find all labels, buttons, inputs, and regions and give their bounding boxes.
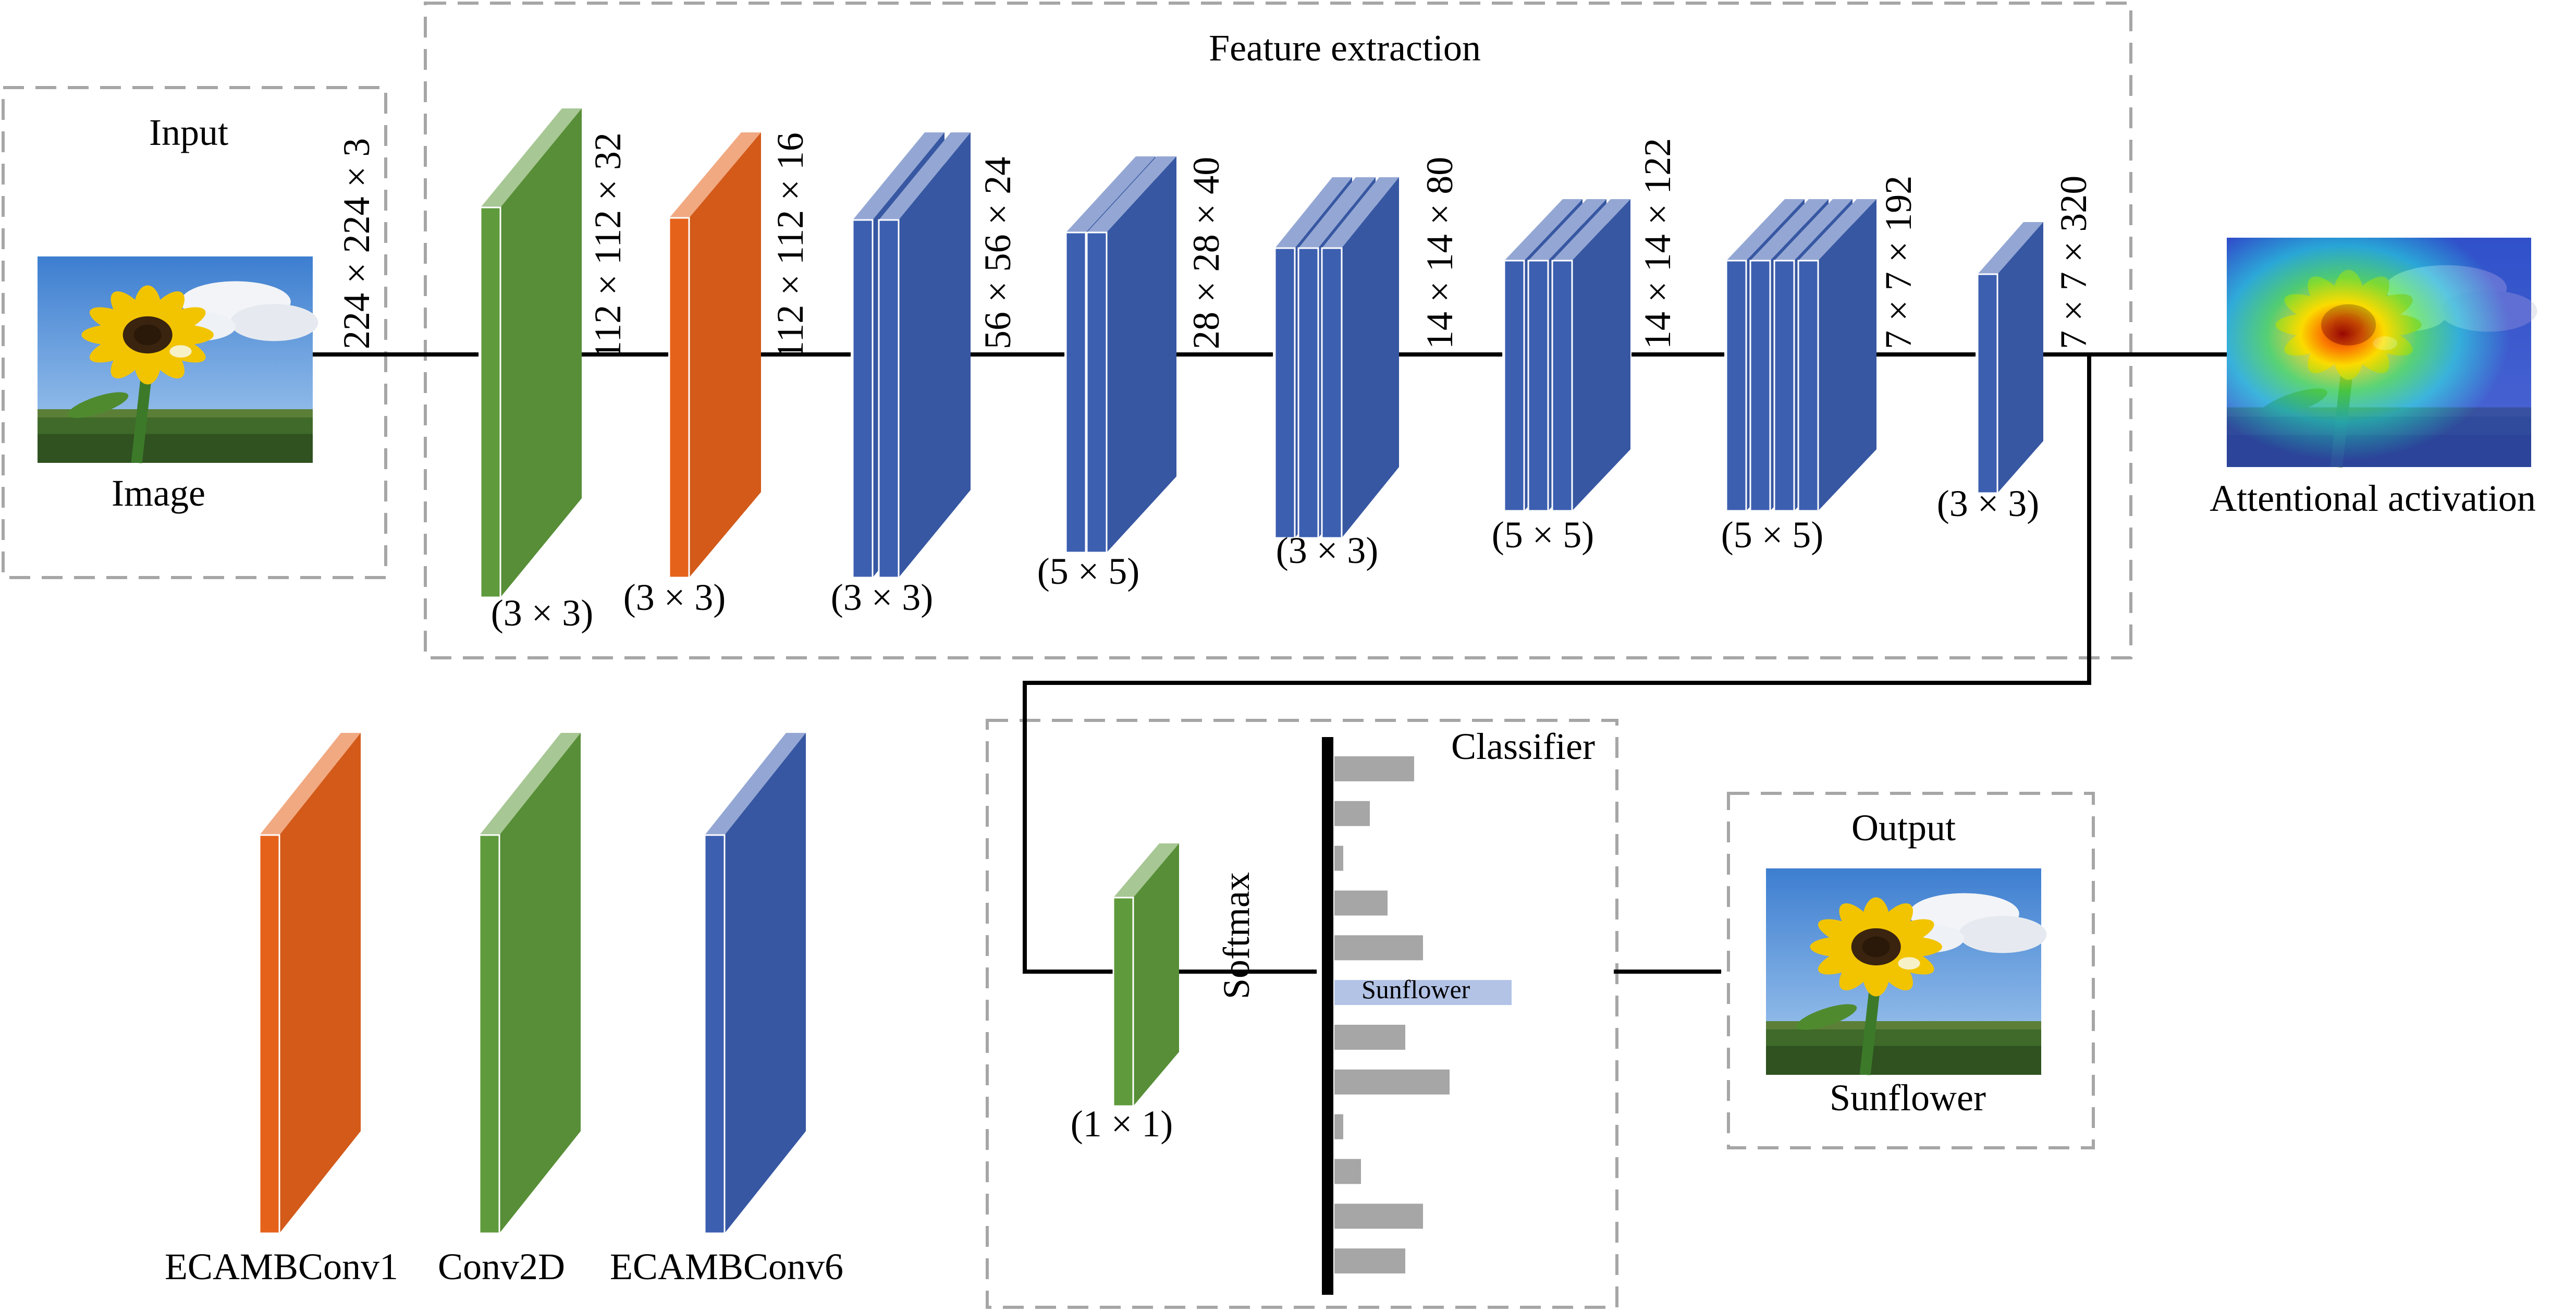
kernel-size-label: (5 × 5)	[1721, 514, 1824, 556]
output-section-title: Output	[1851, 807, 1956, 849]
input-image	[38, 256, 318, 463]
output-class-label: Sunflower	[1830, 1077, 1986, 1119]
attention-heatmap-image	[2227, 238, 2537, 467]
input-section-box	[2, 86, 387, 579]
legend: ECAMBConv1 Conv2D ECAMBConv6	[165, 733, 843, 1288]
input-image-label: Image	[112, 472, 205, 514]
kernel-size-label: (3 × 3)	[1937, 483, 2040, 524]
feature-blocks: (3 × 3) (3 × 3) (3 × 3) (5 × 5) (3 × 3) (5 × …	[336, 108, 2094, 1107]
legend-item-ecambconv6: ECAMBConv6	[610, 733, 843, 1288]
dimension-label: 112 × 112 × 32	[587, 132, 629, 360]
class-score-bar	[1334, 1159, 1361, 1184]
chart-axis	[1322, 737, 1333, 1295]
feature-extraction-box	[424, 2, 2132, 659]
softmax-label: Softmax	[1216, 872, 1257, 999]
highlighted-class-bar	[1334, 980, 1512, 1006]
layer-block-5	[1274, 177, 1399, 539]
kernel-size-label: (3 × 3)	[1276, 530, 1379, 571]
layer-block-3	[852, 132, 971, 579]
legend-label: ECAMBConv6	[610, 1246, 843, 1288]
dimension-label: 7 × 7 × 320	[2053, 176, 2094, 349]
legend-swatch	[479, 733, 581, 1234]
layer-block-7	[1725, 199, 1876, 512]
layer-block-8	[1977, 222, 2043, 494]
input-section-title: Input	[149, 112, 228, 153]
layer-block-1	[480, 108, 582, 598]
class-score-bar	[1334, 756, 1414, 781]
output-image	[1766, 868, 2047, 1075]
feature-extraction-title: Feature extraction	[1209, 27, 1481, 69]
classifier-connector	[1023, 354, 2091, 974]
legend-item-conv2d: Conv2D	[438, 733, 581, 1288]
section-boxes	[2, 2, 2132, 1309]
block-slab	[878, 132, 971, 579]
classifier-section-title: Classifier	[1451, 726, 1595, 767]
layer-block-6	[1503, 199, 1630, 512]
highlighted-class-label: Sunflower	[1361, 975, 1470, 1004]
block-slab	[1321, 177, 1399, 539]
block-slab	[1551, 199, 1630, 512]
class-score-bar	[1334, 935, 1423, 961]
output-box	[1727, 792, 2095, 1149]
legend-label: ECAMBConv1	[165, 1246, 398, 1288]
dimension-label: 14 × 14 × 80	[1419, 157, 1461, 349]
dimension-label: 224 × 224 × 3	[336, 138, 377, 349]
kernel-size-label: (5 × 5)	[1492, 514, 1594, 556]
softmax-bar-chart	[1322, 737, 1512, 1295]
layer-block-2	[668, 132, 761, 579]
class-score-bar	[1334, 890, 1388, 916]
classifier-box	[986, 719, 1618, 1309]
class-score-bar	[1334, 1024, 1405, 1050]
dimension-label: 14 × 14 × 122	[1637, 138, 1678, 349]
block-slab	[480, 108, 582, 598]
block-slab	[1977, 222, 2043, 494]
class-score-bar	[1334, 845, 1343, 871]
block-slab	[668, 132, 761, 579]
legend-item-ecambconv1: ECAMBConv1	[165, 733, 398, 1288]
block-slab	[1797, 199, 1876, 512]
class-score-bar	[1334, 1204, 1423, 1229]
class-score-bar	[1334, 1248, 1405, 1274]
kernel-size-label: (3 × 3)	[831, 577, 934, 618]
class-score-bar	[1334, 801, 1370, 826]
layer-block-4	[1065, 156, 1176, 554]
classifier-conv-block	[1112, 843, 1179, 1107]
dimension-label: 28 × 28 × 40	[1185, 157, 1227, 349]
legend-swatch	[259, 733, 361, 1234]
kernel-size-label: (3 × 3)	[491, 592, 594, 634]
kernel-size-label: (5 × 5)	[1037, 550, 1140, 592]
attentional-activation-label: Attentional activation	[2210, 477, 2536, 519]
kernel-size-label: (3 × 3)	[623, 577, 726, 618]
heatmap-overlay	[2227, 238, 2531, 467]
connectors	[311, 352, 2232, 974]
legend-label: Conv2D	[438, 1246, 565, 1288]
images	[38, 238, 2537, 1075]
dimension-label: 112 × 112 × 16	[769, 132, 811, 360]
classifier-kernel-label: (1 × 1)	[1071, 1103, 1173, 1145]
block-slab	[1086, 156, 1176, 554]
dimension-label: 7 × 7 × 192	[1878, 176, 1919, 349]
dimension-label: 56 × 56 × 24	[977, 157, 1019, 349]
legend-swatch	[704, 733, 806, 1234]
class-score-bar	[1334, 1069, 1450, 1095]
class-score-bar	[1334, 1114, 1343, 1139]
